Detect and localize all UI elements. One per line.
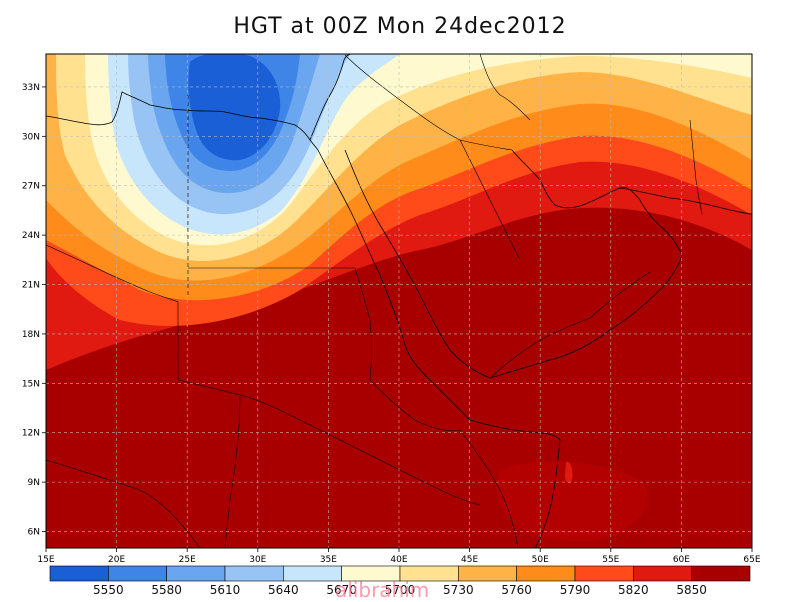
grid — [46, 54, 752, 548]
levant-coast — [309, 54, 353, 141]
lon-tick-label: 65E — [743, 555, 760, 565]
lat-tick-label: 30N — [22, 132, 40, 142]
band-5880-patch — [496, 461, 648, 542]
lat-tick-label: 12N — [22, 429, 40, 439]
lat-tick-label: 21N — [22, 281, 40, 291]
colorbar-level-label: 5580 — [151, 583, 182, 597]
iraq-iran-border — [479, 54, 531, 121]
lon-tick-label: 55E — [602, 555, 619, 565]
coastlines — [46, 54, 752, 548]
central-africa-border — [46, 459, 201, 548]
lat-tick-label: 6N — [28, 528, 40, 538]
lon-tick-label: 25E — [179, 555, 196, 565]
lon-tick-label: 40E — [390, 555, 407, 565]
iran-pakistan-border — [689, 119, 703, 215]
somalia-coast — [534, 439, 561, 548]
colorbar-swatch — [283, 565, 342, 582]
colorbar-level-label: 5640 — [268, 583, 299, 597]
lon-tick-label: 50E — [532, 555, 549, 565]
colorbar-swatch — [458, 565, 517, 582]
lat-tick-label: 9N — [28, 478, 40, 488]
mediterranean-coast — [46, 91, 319, 151]
colorbar-swatch — [574, 565, 634, 582]
oman-border — [589, 271, 651, 319]
colorbar-level-label: 5670 — [326, 583, 357, 597]
map-title: HGT at 00Z Mon 24dec2012 — [233, 14, 567, 39]
colorbar-swatch — [633, 565, 692, 582]
lon-labels: 15E 20E 25E 30E 35E 40E 45E 50E 55E 60E 65E — [37, 548, 761, 565]
colorbar-level-label: 5760 — [501, 583, 532, 597]
lat-tick-label: 33N — [22, 83, 40, 93]
gulf-aden-south — [469, 419, 561, 441]
lat-tick-label: 15N — [22, 379, 40, 389]
colorbar-swatch — [166, 565, 226, 582]
car-border — [224, 394, 241, 548]
colorbar-level-label: 5550 — [93, 583, 124, 597]
red-sea-west — [317, 149, 471, 421]
colorbar-swatch — [516, 565, 576, 582]
yemen-saudi-border — [489, 317, 591, 379]
watermark: alibrahim — [335, 578, 430, 602]
colorbar-level-label: 5820 — [618, 583, 649, 597]
red-sea-east — [344, 149, 491, 379]
colorbar-level-label: 5790 — [560, 583, 591, 597]
colorbar-swatch — [108, 565, 167, 582]
colorbar-swatch — [49, 565, 109, 582]
arabia-south-coast — [489, 254, 683, 379]
colorbar-level-label: 5850 — [676, 583, 707, 597]
lat-labels: 33N 30N 27N 24N 21N 18N 15N 12N 9N 6N — [22, 83, 46, 538]
colorbar: 5550 5580 5610 5640 5670 5700 5730 5760 5790 5820… — [49, 565, 751, 597]
band-5550 — [188, 54, 281, 161]
lon-tick-label: 35E — [320, 555, 337, 565]
colorbar-swatch — [224, 565, 284, 582]
colorbar-level-label: 5610 — [210, 583, 241, 597]
lat-tick-label: 24N — [22, 231, 40, 241]
lat-tick-label: 18N — [22, 330, 40, 340]
sudan-eritrea-border — [354, 267, 372, 381]
south-sudan-border — [299, 419, 481, 506]
lat-tick-label: 27N — [22, 182, 40, 192]
lon-tick-label: 15E — [37, 555, 54, 565]
borders — [46, 54, 703, 548]
band-5850-patch — [565, 461, 573, 484]
lon-tick-label: 60E — [673, 555, 690, 565]
colorbar-level-label: 5700 — [385, 583, 416, 597]
libya-chad-border — [46, 244, 179, 380]
colorbar-level-label: 5730 — [443, 583, 474, 597]
ethiopia-border — [369, 379, 461, 431]
saudi-iraq-border — [459, 139, 521, 261]
colorbar-swatch — [691, 565, 751, 582]
arabia-north-border — [344, 54, 513, 151]
lon-tick-label: 45E — [461, 555, 478, 565]
persian-gulf-coast — [511, 149, 683, 256]
lon-tick-label: 20E — [108, 555, 125, 565]
somalia-border — [459, 429, 519, 548]
lon-tick-label: 30E — [249, 555, 266, 565]
